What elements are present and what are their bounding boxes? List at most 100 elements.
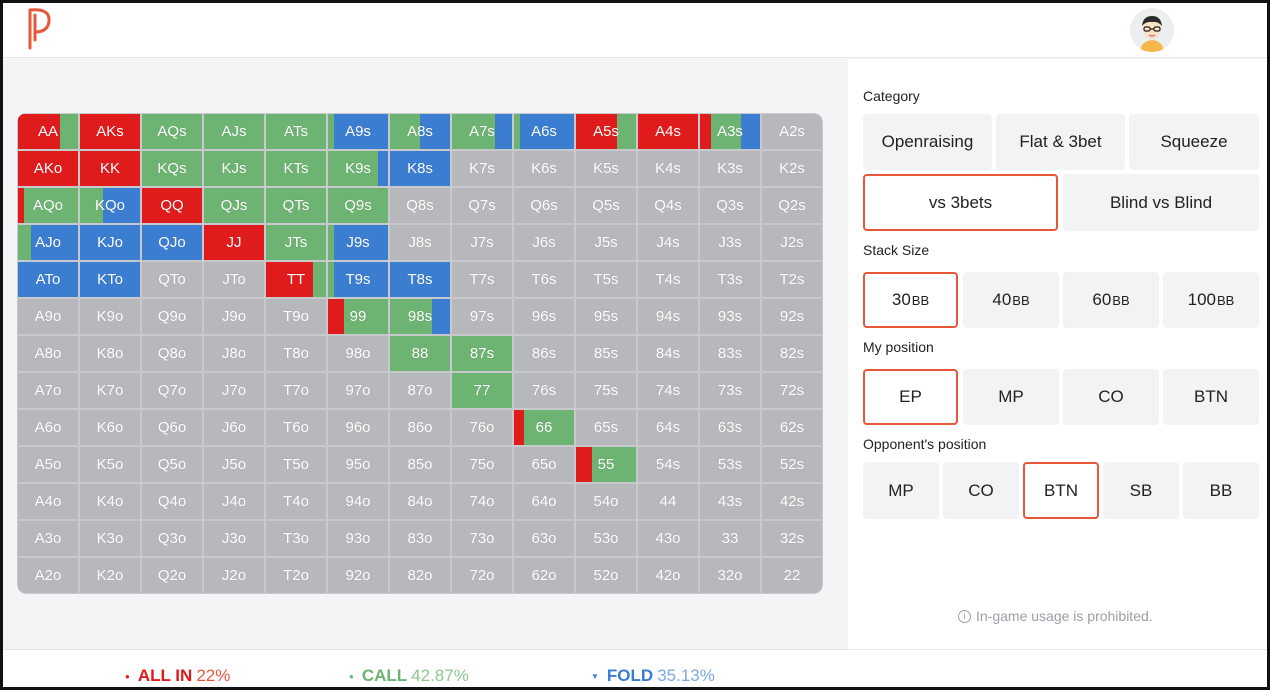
hand-cell[interactable]: AA (18, 114, 78, 149)
hand-cell[interactable]: J4s (638, 225, 698, 260)
hand-cell[interactable]: Q9o (142, 299, 202, 334)
hand-cell[interactable]: T7s (452, 262, 512, 297)
hand-cell[interactable]: 63s (700, 410, 760, 445)
position-co[interactable]: CO (1063, 369, 1159, 425)
stack-60bb[interactable]: 60 BB (1063, 272, 1159, 328)
hand-cell[interactable]: J4o (204, 484, 264, 519)
hand-cell[interactable]: 82o (390, 558, 450, 593)
hand-cell[interactable]: 66 (514, 410, 574, 445)
hand-cell[interactable]: A2o (18, 558, 78, 593)
hand-cell[interactable]: K4o (80, 484, 140, 519)
hand-cell[interactable]: 44 (638, 484, 698, 519)
hand-cell[interactable]: 75o (452, 447, 512, 482)
hand-cell[interactable]: 76s (514, 373, 574, 408)
hand-cell[interactable]: KTo (80, 262, 140, 297)
hand-cell[interactable]: 52s (762, 447, 822, 482)
opponent-co[interactable]: CO (943, 462, 1019, 519)
hand-cell[interactable]: A9o (18, 299, 78, 334)
hand-cell[interactable]: Q6s (514, 188, 574, 223)
hand-cell[interactable]: J7s (452, 225, 512, 260)
position-ep[interactable]: EP (863, 369, 958, 425)
hand-cell[interactable]: K7o (80, 373, 140, 408)
hand-cell[interactable]: KJo (80, 225, 140, 260)
hand-cell[interactable]: K6o (80, 410, 140, 445)
logo-icon[interactable] (24, 6, 54, 50)
hand-cell[interactable]: 33 (700, 521, 760, 556)
hand-cell[interactable]: T8s (390, 262, 450, 297)
hand-cell[interactable]: Q4o (142, 484, 202, 519)
hand-cell[interactable]: Q7o (142, 373, 202, 408)
hand-cell[interactable]: 32s (762, 521, 822, 556)
hand-cell[interactable]: T6s (514, 262, 574, 297)
hand-cell[interactable]: 54s (638, 447, 698, 482)
hand-cell[interactable]: 32o (700, 558, 760, 593)
hand-cell[interactable]: 22 (762, 558, 822, 593)
hand-cell[interactable]: Q7s (452, 188, 512, 223)
hand-cell[interactable]: A7s (452, 114, 512, 149)
hand-cell[interactable]: J8o (204, 336, 264, 371)
hand-cell[interactable]: 87o (390, 373, 450, 408)
hand-cell[interactable]: 98s (390, 299, 450, 334)
hand-cell[interactable]: 82s (762, 336, 822, 371)
hand-cell[interactable]: A5s (576, 114, 636, 149)
hand-cell[interactable]: 93o (328, 521, 388, 556)
hand-cell[interactable]: J3o (204, 521, 264, 556)
hand-cell[interactable]: AJo (18, 225, 78, 260)
hand-cell[interactable]: Q5s (576, 188, 636, 223)
hand-cell[interactable]: K4s (638, 151, 698, 186)
hand-cell[interactable]: 53s (700, 447, 760, 482)
hand-cell[interactable]: JTs (266, 225, 326, 260)
hand-cell[interactable]: K2o (80, 558, 140, 593)
hand-cell[interactable]: T9s (328, 262, 388, 297)
hand-cell[interactable]: Q8o (142, 336, 202, 371)
hand-cell[interactable]: Q4s (638, 188, 698, 223)
hand-cell[interactable]: 74s (638, 373, 698, 408)
hand-cell[interactable]: T2s (762, 262, 822, 297)
hand-cell[interactable]: KQs (142, 151, 202, 186)
hand-cell[interactable]: A3o (18, 521, 78, 556)
hand-cell[interactable]: K8o (80, 336, 140, 371)
hand-cell[interactable]: Q2o (142, 558, 202, 593)
hand-cell[interactable]: QTs (266, 188, 326, 223)
hand-cell[interactable]: A3s (700, 114, 760, 149)
hand-cell[interactable]: 96s (514, 299, 574, 334)
hand-cell[interactable]: KTs (266, 151, 326, 186)
hand-cell[interactable]: AKs (80, 114, 140, 149)
hand-cell[interactable]: 43o (638, 521, 698, 556)
hand-cell[interactable]: 97s (452, 299, 512, 334)
hand-cell[interactable]: J6s (514, 225, 574, 260)
hand-cell[interactable]: KQo (80, 188, 140, 223)
hand-cell[interactable]: T7o (266, 373, 326, 408)
hand-cell[interactable]: K5o (80, 447, 140, 482)
hand-cell[interactable]: A8s (390, 114, 450, 149)
opponent-btn[interactable]: BTN (1023, 462, 1099, 519)
hand-cell[interactable]: 86s (514, 336, 574, 371)
hand-cell[interactable]: KK (80, 151, 140, 186)
hand-cell[interactable]: 97o (328, 373, 388, 408)
hand-cell[interactable]: AQo (18, 188, 78, 223)
hand-cell[interactable]: T4o (266, 484, 326, 519)
hand-cell[interactable]: 54o (576, 484, 636, 519)
hand-cell[interactable]: T5s (576, 262, 636, 297)
hand-cell[interactable]: 65o (514, 447, 574, 482)
hand-cell[interactable]: J2o (204, 558, 264, 593)
hand-cell[interactable]: K3s (700, 151, 760, 186)
hand-cell[interactable]: ATo (18, 262, 78, 297)
hand-cell[interactable]: K3o (80, 521, 140, 556)
position-mp[interactable]: MP (963, 369, 1059, 425)
category-vs-3bets[interactable]: vs 3bets (863, 174, 1058, 231)
hand-cell[interactable]: 52o (576, 558, 636, 593)
hand-cell[interactable]: 64o (514, 484, 574, 519)
hand-cell[interactable]: JTo (204, 262, 264, 297)
hand-cell[interactable]: J8s (390, 225, 450, 260)
user-avatar[interactable] (1130, 8, 1174, 52)
hand-cell[interactable]: 92o (328, 558, 388, 593)
hand-cell[interactable]: J5o (204, 447, 264, 482)
hand-cell[interactable]: J6o (204, 410, 264, 445)
hand-cell[interactable]: 55 (576, 447, 636, 482)
hand-cell[interactable]: T6o (266, 410, 326, 445)
hand-cell[interactable]: T9o (266, 299, 326, 334)
hand-cell[interactable]: AQs (142, 114, 202, 149)
hand-cell[interactable]: 83o (390, 521, 450, 556)
hand-cell[interactable]: 84s (638, 336, 698, 371)
